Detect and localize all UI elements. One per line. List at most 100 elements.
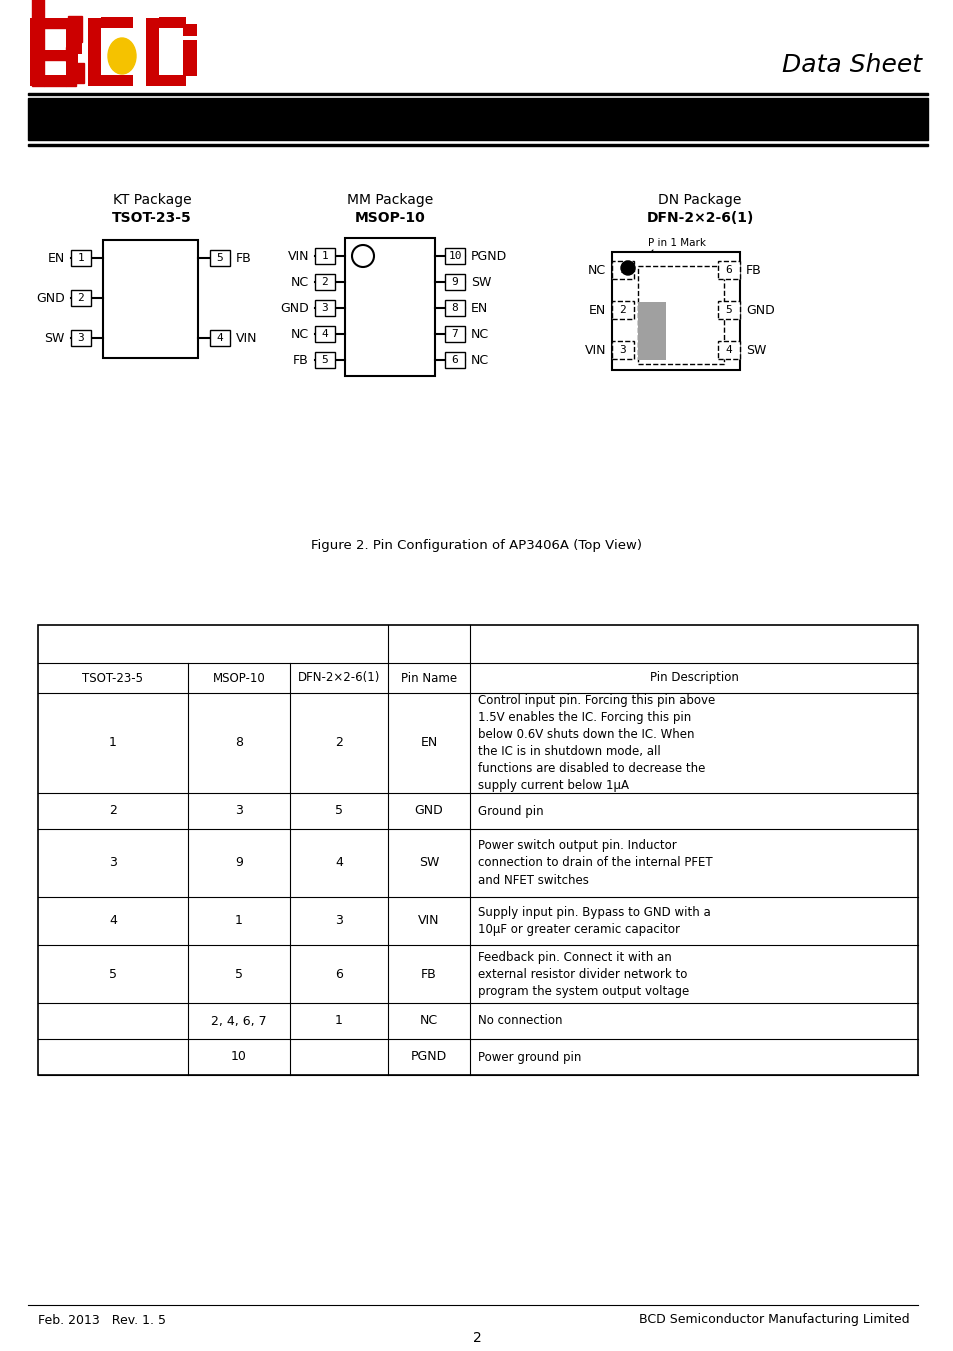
- Bar: [612, 301, 634, 319]
- Text: BCD Semiconductor Manufacturing Limited: BCD Semiconductor Manufacturing Limited: [639, 1313, 909, 1327]
- Text: 3: 3: [234, 804, 243, 817]
- Text: 5: 5: [335, 804, 343, 817]
- Text: 2: 2: [109, 804, 117, 817]
- Text: Control input pin. Forcing this pin above
1.5V enables the IC. Forcing this pin
: Control input pin. Forcing this pin abov…: [477, 694, 715, 792]
- Ellipse shape: [108, 38, 136, 74]
- Bar: [314, 274, 335, 290]
- Text: 3: 3: [335, 915, 342, 928]
- Text: Supply input pin. Bypass to GND with a
10μF or greater ceramic capacitor: Supply input pin. Bypass to GND with a 1…: [477, 907, 710, 936]
- Text: VIN: VIN: [584, 343, 605, 357]
- Text: Data Sheet: Data Sheet: [781, 53, 921, 77]
- Text: 3: 3: [109, 857, 117, 870]
- Text: PGND: PGND: [411, 1051, 447, 1063]
- Text: NC: NC: [471, 327, 489, 340]
- Text: Power ground pin: Power ground pin: [477, 1051, 580, 1063]
- Bar: [38, 626, 917, 1075]
- Bar: [444, 326, 464, 342]
- Bar: [28, 93, 927, 95]
- Text: NC: NC: [291, 276, 309, 289]
- Text: EN: EN: [420, 736, 437, 750]
- Bar: [103, 240, 198, 358]
- Text: DN Package: DN Package: [658, 193, 740, 207]
- Text: 2: 2: [619, 305, 626, 315]
- Text: 4: 4: [321, 330, 328, 339]
- Text: 2: 2: [321, 277, 328, 286]
- Text: GND: GND: [745, 304, 774, 316]
- Bar: [101, 76, 132, 86]
- Bar: [638, 266, 723, 363]
- Bar: [612, 340, 634, 359]
- Bar: [314, 300, 335, 316]
- Text: Pin Name: Pin Name: [400, 671, 456, 685]
- Text: 2: 2: [335, 736, 342, 750]
- Text: MSOP-10: MSOP-10: [355, 211, 425, 226]
- Bar: [172, 76, 186, 86]
- Text: TSOT-23-5: TSOT-23-5: [82, 671, 143, 685]
- Bar: [88, 18, 101, 86]
- Bar: [183, 41, 196, 76]
- Text: FB: FB: [745, 263, 760, 277]
- Text: EN: EN: [471, 301, 488, 315]
- Text: 5: 5: [234, 967, 243, 981]
- Text: Power switch output pin. Inductor
connection to drain of the internal PFET
and N: Power switch output pin. Inductor connec…: [477, 839, 712, 886]
- Text: 1: 1: [619, 265, 626, 276]
- Circle shape: [620, 261, 635, 276]
- Text: 3: 3: [321, 303, 328, 313]
- Text: 8: 8: [451, 303, 457, 313]
- Bar: [44, 20, 70, 28]
- Text: SW: SW: [745, 343, 765, 357]
- Text: 4: 4: [725, 345, 732, 355]
- Text: MM Package: MM Package: [347, 193, 433, 207]
- Text: 4: 4: [216, 332, 223, 343]
- Bar: [718, 301, 740, 319]
- Bar: [66, 51, 78, 78]
- Text: PGND: PGND: [471, 250, 507, 262]
- Text: 2, 4, 6, 7: 2, 4, 6, 7: [211, 1015, 267, 1028]
- Bar: [444, 353, 464, 367]
- Text: 6: 6: [725, 265, 732, 276]
- Text: 5: 5: [725, 305, 732, 315]
- Text: 8: 8: [234, 736, 243, 750]
- Text: FB: FB: [420, 967, 436, 981]
- Text: 3: 3: [619, 345, 626, 355]
- Bar: [718, 261, 740, 280]
- Bar: [718, 340, 740, 359]
- Text: GND: GND: [280, 301, 309, 315]
- Text: 1: 1: [109, 736, 117, 750]
- Bar: [314, 353, 335, 367]
- Bar: [345, 238, 435, 376]
- Text: DFN-2×2-6(1): DFN-2×2-6(1): [645, 211, 753, 226]
- Bar: [44, 76, 66, 86]
- Bar: [32, 0, 44, 28]
- Text: 1: 1: [234, 915, 243, 928]
- Text: 2: 2: [77, 293, 84, 303]
- Bar: [314, 249, 335, 263]
- Bar: [66, 24, 82, 54]
- Bar: [172, 18, 186, 28]
- Text: 7: 7: [451, 330, 457, 339]
- Bar: [183, 24, 196, 36]
- Text: FB: FB: [293, 354, 309, 366]
- Text: GND: GND: [36, 292, 65, 304]
- Text: GND: GND: [415, 804, 443, 817]
- Text: 4: 4: [335, 857, 342, 870]
- Bar: [32, 18, 44, 86]
- Bar: [30, 18, 43, 86]
- Bar: [43, 18, 68, 28]
- Bar: [66, 47, 76, 61]
- Text: 9: 9: [234, 857, 243, 870]
- Text: No connection: No connection: [477, 1015, 562, 1028]
- Bar: [76, 63, 84, 82]
- Text: 5: 5: [321, 355, 328, 365]
- Text: VIN: VIN: [287, 250, 309, 262]
- Bar: [638, 303, 665, 359]
- Bar: [210, 330, 230, 346]
- Bar: [444, 249, 464, 263]
- Bar: [66, 78, 76, 86]
- Text: NC: NC: [587, 263, 605, 277]
- Text: 6: 6: [451, 355, 457, 365]
- Bar: [612, 261, 634, 280]
- Text: Figure 2. Pin Configuration of AP3406A (Top View): Figure 2. Pin Configuration of AP3406A (…: [312, 539, 641, 551]
- Bar: [43, 50, 68, 59]
- Text: 4: 4: [109, 915, 117, 928]
